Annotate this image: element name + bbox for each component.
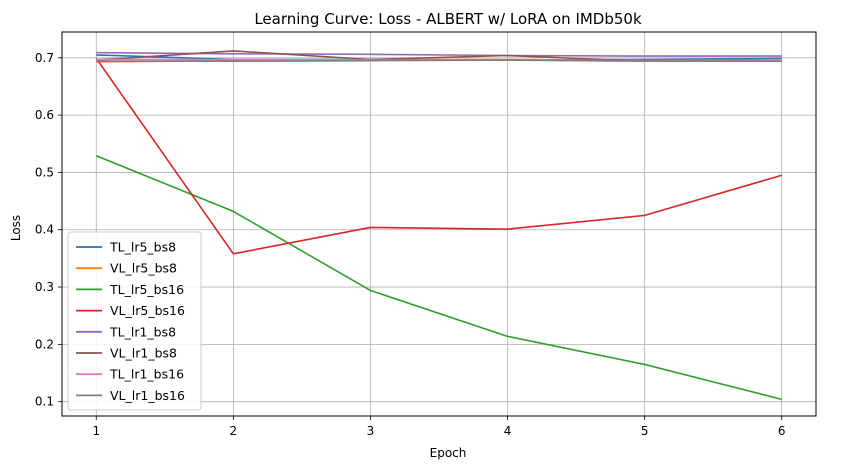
legend-label: VL_lr1_bs8	[110, 346, 177, 361]
legend-label: TL_lr5_bs8	[109, 240, 176, 255]
legend: TL_lr5_bs8 VL_lr5_bs8 TL_lr5_bs16 VL_lr5_bs…	[67, 231, 202, 411]
y-tick-label: 0.5	[35, 165, 54, 179]
y-axis-label: Loss	[9, 215, 23, 241]
x-tick-label: 6	[778, 424, 786, 438]
x-tick-label: 3	[367, 424, 375, 438]
y-tick-label: 0.3	[35, 280, 54, 294]
series-line-VL_lr1_bs16	[96, 59, 782, 63]
y-tick-label: 0.4	[35, 223, 54, 237]
y-tick-label: 0.2	[35, 337, 54, 351]
y-tick-label: 0.7	[35, 51, 54, 65]
x-tick-label: 5	[641, 424, 649, 438]
y-tick-label: 0.1	[35, 395, 54, 409]
series-line-TL_lr5_bs16	[95, 155, 782, 401]
legend-label: TL_lr1_bs16	[109, 367, 184, 382]
plot-frame	[61, 31, 817, 417]
chart-title: Learning Curve: Loss - ALBERT w/ LoRA on…	[254, 10, 642, 28]
x-axis-label: Epoch	[430, 446, 467, 460]
series-lines	[95, 50, 782, 401]
x-tick-label: 4	[504, 424, 512, 438]
legend-label: TL_lr1_bs8	[109, 324, 176, 339]
series-line-VL_lr5_bs16	[95, 57, 782, 255]
legend-label: VL_lr1_bs16	[110, 388, 185, 403]
series-line-TL_lr1_bs8	[96, 51, 782, 57]
legend-label: VL_lr5_bs8	[110, 261, 177, 276]
legend-label: VL_lr5_bs16	[110, 303, 185, 318]
legend-box	[67, 231, 202, 411]
legend-label: TL_lr5_bs16	[109, 282, 184, 297]
x-tick-label: 1	[92, 424, 100, 438]
y-tick-label: 0.6	[35, 108, 54, 122]
y-axis-ticks: 0.1 0.2 0.3 0.4 0.5 0.6 0.7	[35, 51, 62, 409]
x-tick-label: 2	[230, 424, 238, 438]
x-axis-ticks: 1 2 3 4 5 6	[92, 416, 786, 438]
